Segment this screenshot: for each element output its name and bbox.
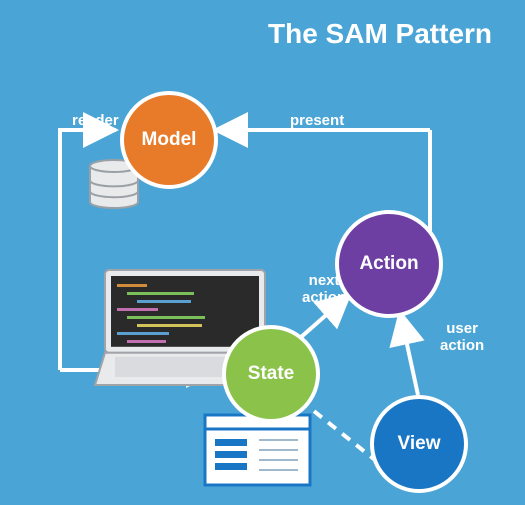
node-action-label: Action [359,253,418,275]
node-view: View [370,395,468,493]
node-view-label: View [398,433,441,455]
edge-label-render: render [72,112,119,129]
node-state-label: State [248,363,294,385]
diagram-canvas: The SAM Pattern Model Action State View … [0,0,525,505]
node-model-label: Model [142,129,197,151]
edge-label-present: present [290,112,344,129]
edge-label-next-action: next action [302,272,346,306]
document-icon [205,415,310,485]
node-state: State [222,325,320,423]
edge-label-user-action: user action [440,320,484,354]
node-action: Action [335,210,443,318]
node-model: Model [120,91,218,189]
